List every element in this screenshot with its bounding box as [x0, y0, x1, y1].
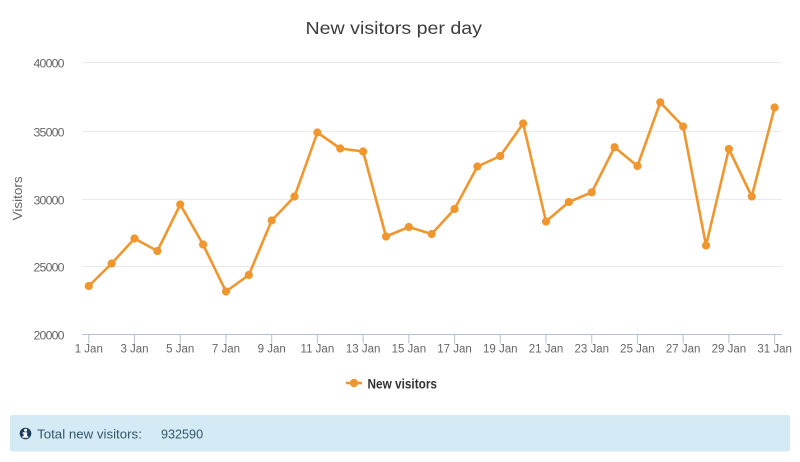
svg-text:35000: 35000 [34, 125, 65, 139]
svg-text:17 Jan: 17 Jan [437, 344, 472, 356]
svg-text:23 Jan: 23 Jan [574, 344, 609, 356]
svg-text:15 Jan: 15 Jan [392, 344, 427, 356]
svg-text:5 Jan: 5 Jan [166, 344, 194, 356]
svg-text:19 Jan: 19 Jan [483, 344, 518, 356]
svg-text:29 Jan: 29 Jan [712, 344, 747, 356]
svg-text:30000: 30000 [34, 193, 65, 207]
svg-text:Total new visitors:: Total new visitors: [37, 426, 142, 441]
svg-text:Visitors: Visitors [11, 176, 25, 220]
svg-text:932590: 932590 [161, 426, 203, 441]
svg-text:31 Jan: 31 Jan [757, 344, 792, 356]
svg-text:25 Jan: 25 Jan [620, 344, 655, 356]
svg-text:1 Jan: 1 Jan [75, 344, 103, 356]
svg-text:7 Jan: 7 Jan [212, 344, 240, 356]
svg-text:11 Jan: 11 Jan [301, 344, 335, 356]
svg-text:13 Jan: 13 Jan [346, 344, 381, 356]
svg-text:21 Jan: 21 Jan [529, 344, 564, 356]
svg-text:25000: 25000 [34, 260, 65, 274]
svg-text:40000: 40000 [34, 56, 65, 70]
svg-text:20000: 20000 [34, 328, 65, 342]
svg-text:27 Jan: 27 Jan [666, 344, 701, 356]
svg-text:New visitors: New visitors [368, 376, 438, 392]
svg-text:New visitors per day: New visitors per day [306, 18, 483, 38]
svg-text:9 Jan: 9 Jan [258, 344, 286, 356]
svg-text:3 Jan: 3 Jan [120, 344, 148, 356]
